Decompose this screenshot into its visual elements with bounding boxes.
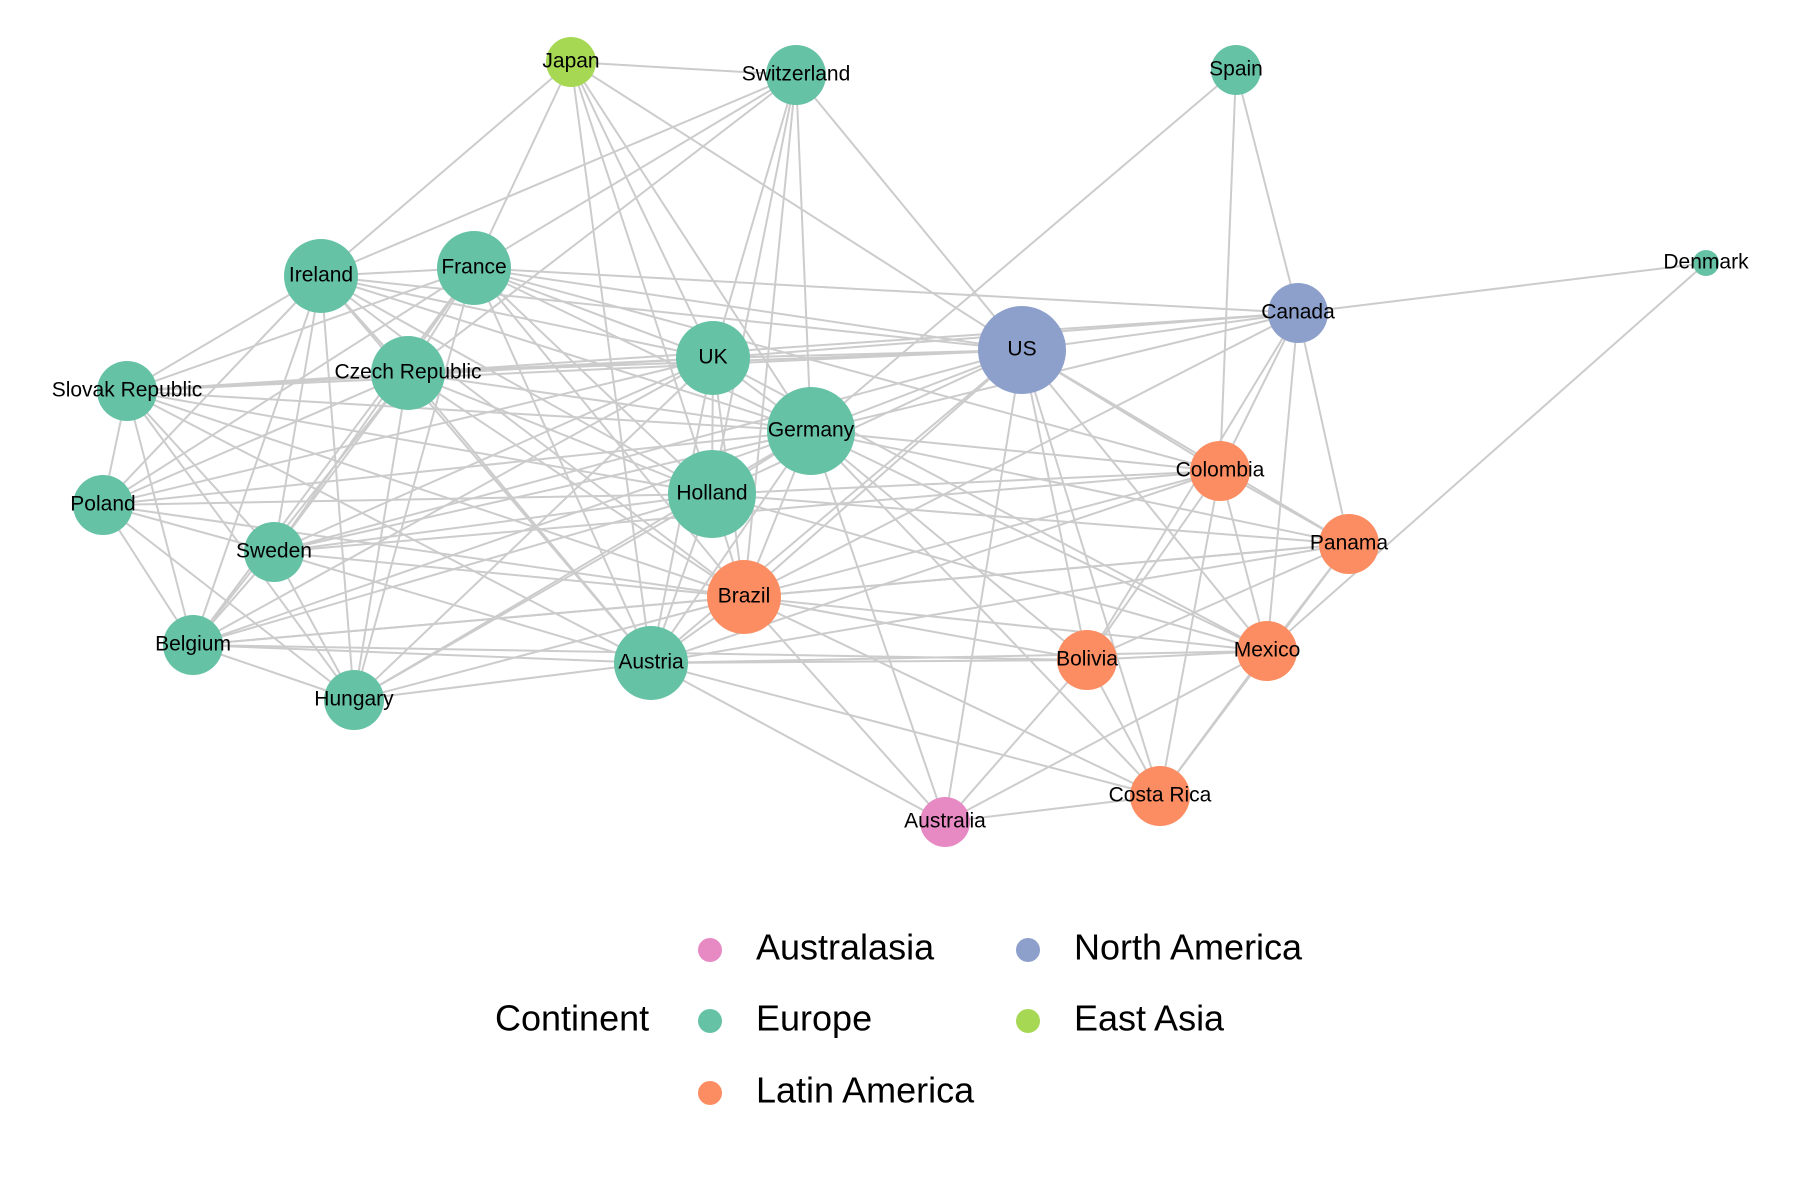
edge-austria-hungary: [354, 663, 651, 700]
legend-title: Continent: [495, 998, 649, 1039]
node-canada: Canada: [1261, 283, 1335, 343]
edge-brazil-mexico: [744, 597, 1267, 651]
legend-label-latin-america: Latin America: [756, 1070, 975, 1111]
legend-label-australasia: Australasia: [756, 927, 935, 968]
legend-item-latin-america: Latin America: [698, 1070, 975, 1111]
edge-switzerland-us: [796, 75, 1022, 350]
node-slovak-republic: Slovak Republic: [52, 361, 203, 421]
node-label-spain: Spain: [1209, 58, 1263, 81]
node-label-us: US: [1007, 338, 1036, 361]
edge-germany-australia: [811, 431, 945, 822]
node-bolivia: Bolivia: [1056, 630, 1118, 690]
node-ireland: Ireland: [284, 239, 358, 313]
legend-item-europe: Europe: [698, 998, 872, 1039]
edge-switzerland-germany: [796, 75, 811, 431]
edge-germany-colombia: [811, 431, 1220, 471]
node-panama: Panama: [1310, 514, 1389, 574]
edge-switzerland-czech-republic: [408, 75, 796, 373]
node-australia: Australia: [904, 797, 986, 847]
node-germany: Germany: [767, 387, 855, 475]
edge-panama-bolivia: [1087, 544, 1349, 660]
edge-germany-costa-rica: [811, 431, 1160, 796]
edge-ireland-hungary: [321, 276, 354, 700]
node-label-panama: Panama: [1310, 532, 1389, 555]
edge-germany-panama: [811, 431, 1349, 544]
edge-switzerland-brazil: [744, 75, 796, 597]
node-label-ireland: Ireland: [289, 264, 353, 287]
edge-spain-canada: [1236, 70, 1298, 313]
node-label-australia: Australia: [904, 810, 986, 833]
node-label-holland: Holland: [676, 482, 747, 505]
legend-item-north-america: North America: [1016, 927, 1303, 968]
node-poland: Poland: [70, 475, 135, 535]
node-label-austria: Austria: [618, 651, 684, 674]
edge-france-belgium: [193, 268, 474, 645]
node-label-costa-rica: Costa Rica: [1109, 784, 1212, 807]
edge-spain-colombia: [1220, 70, 1236, 471]
legend-swatch-north-america: [1016, 938, 1040, 962]
edge-czech-republic-holland: [408, 373, 712, 494]
node-brazil: Brazil: [707, 560, 781, 634]
node-holland: Holland: [668, 450, 756, 538]
legend-item-australasia: Australasia: [698, 927, 935, 968]
node-spain: Spain: [1209, 45, 1263, 95]
edge-canada-mexico: [1267, 313, 1298, 651]
node-label-slovak-republic: Slovak Republic: [52, 379, 203, 402]
edge-us-australia: [945, 350, 1022, 822]
legend-label-north-america: North America: [1074, 927, 1303, 968]
node-label-belgium: Belgium: [155, 633, 231, 656]
legend: Continent Australasia Europe Latin America…: [495, 927, 1303, 1111]
edge-brazil-costa-rica: [744, 597, 1160, 796]
legend-swatch-east-asia: [1016, 1009, 1040, 1033]
node-label-canada: Canada: [1261, 301, 1335, 324]
node-label-brazil: Brazil: [718, 585, 771, 608]
edge-us-panama: [1022, 350, 1349, 544]
node-belgium: Belgium: [155, 615, 231, 675]
node-us: US: [978, 306, 1066, 394]
legend-swatch-latin-america: [698, 1081, 722, 1105]
node-label-poland: Poland: [70, 493, 135, 516]
legend-swatch-europe: [698, 1009, 722, 1033]
node-label-colombia: Colombia: [1176, 459, 1265, 482]
node-label-france: France: [441, 256, 506, 279]
edge-denmark-canada: [1298, 263, 1706, 313]
legend-label-europe: Europe: [756, 998, 872, 1039]
node-denmark: Denmark: [1663, 250, 1749, 276]
node-label-bolivia: Bolivia: [1056, 648, 1118, 671]
node-label-czech-republic: Czech Republic: [334, 361, 481, 384]
node-france: France: [437, 231, 511, 305]
nodes-layer: Japan Switzerland Spain Denmark Ireland Franc…: [52, 37, 1749, 847]
edge-czech-republic-belgium: [193, 373, 408, 645]
edge-austria-australia: [651, 663, 945, 822]
node-label-uk: UK: [698, 346, 727, 369]
node-label-sweden: Sweden: [236, 540, 312, 563]
legend-label-east-asia: East Asia: [1074, 998, 1225, 1039]
legend-item-east-asia: East Asia: [1016, 998, 1225, 1039]
edge-canada-panama: [1298, 313, 1349, 544]
node-austria: Austria: [614, 626, 688, 700]
node-switzerland: Switzerland: [742, 45, 851, 105]
edge-canada-bolivia: [1087, 313, 1298, 660]
node-label-mexico: Mexico: [1234, 639, 1301, 662]
legend-items: Australasia Europe Latin America North Amer…: [698, 927, 1303, 1111]
edge-france-canada: [474, 268, 1298, 313]
edge-brazil-bolivia: [744, 597, 1087, 660]
node-label-germany: Germany: [768, 419, 855, 442]
edge-bolivia-australia: [945, 660, 1087, 822]
edge-colombia-costa-rica: [1160, 471, 1220, 796]
node-label-denmark: Denmark: [1663, 251, 1749, 274]
node-uk: UK: [676, 321, 750, 395]
node-label-switzerland: Switzerland: [742, 63, 851, 86]
legend-swatch-australasia: [698, 938, 722, 962]
node-czech-republic: Czech Republic: [334, 336, 481, 410]
node-label-hungary: Hungary: [314, 688, 394, 711]
edge-slovak-republic-belgium: [127, 391, 193, 645]
edge-switzerland-ireland: [321, 75, 796, 276]
node-costa-rica: Costa Rica: [1109, 766, 1212, 826]
node-label-japan: Japan: [542, 50, 599, 73]
